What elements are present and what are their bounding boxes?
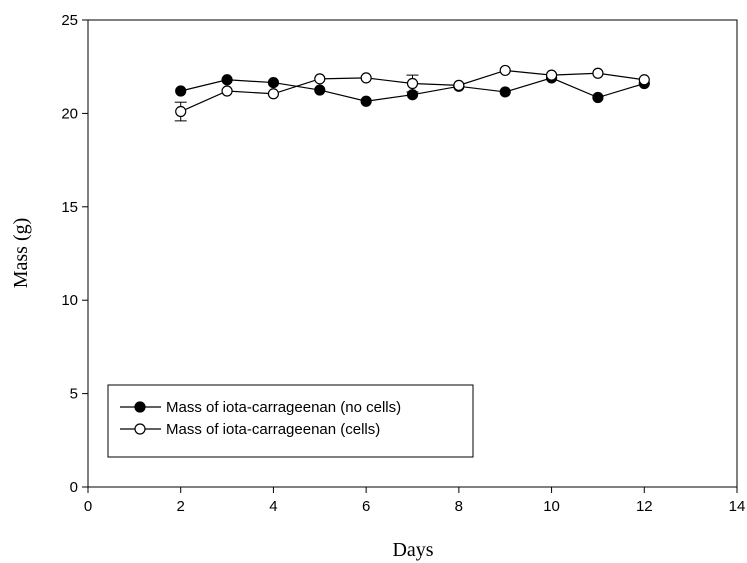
data-point	[175, 105, 187, 118]
data-point	[406, 77, 419, 90]
y-tick-label: 15	[61, 199, 78, 216]
y-tick-label: 20	[61, 105, 78, 122]
data-point	[592, 91, 604, 104]
y-tick-label: 25	[61, 12, 78, 29]
y-tick-label: 5	[70, 386, 78, 403]
data-point	[499, 86, 511, 98]
legend-item: Mass of iota-carrageenan (no cells)	[120, 399, 401, 416]
x-tick-label: 0	[84, 498, 92, 515]
data-point	[360, 95, 372, 107]
legend-label: Mass of iota-carrageenan (no cells)	[166, 399, 401, 416]
data-point	[360, 72, 372, 84]
y-tick-label: 10	[61, 292, 78, 309]
legend: Mass of iota-carrageenan (no cells) Mass …	[107, 384, 474, 458]
data-point	[638, 74, 650, 86]
x-tick-label: 6	[362, 498, 370, 515]
x-tick-label: 12	[636, 498, 653, 515]
x-tick-label: 8	[455, 498, 463, 515]
data-point	[221, 85, 233, 97]
x-tick-label: 4	[269, 498, 277, 515]
data-point	[545, 69, 558, 81]
series-layer	[174, 64, 650, 122]
series-cells	[174, 64, 650, 122]
legend-marker	[134, 401, 146, 413]
x-axis-ticks: 0 2 4 6 8 10 12 14	[84, 487, 746, 515]
y-tick-label: 0	[70, 479, 78, 496]
data-point	[314, 84, 326, 96]
x-tick-label: 10	[543, 498, 560, 515]
y-axis-title: Mass (g)	[10, 218, 32, 289]
x-tick-label: 2	[177, 498, 185, 515]
data-point	[221, 74, 233, 86]
data-point	[592, 67, 604, 79]
legend-marker	[134, 423, 146, 435]
y-axis-ticks: 0 5 10 15 20 25	[61, 12, 88, 496]
data-point	[267, 76, 280, 89]
legend-box	[107, 384, 474, 458]
legend-item: Mass of iota-carrageenan (cells)	[120, 421, 380, 438]
x-tick-label: 14	[729, 498, 746, 515]
data-point	[267, 88, 280, 100]
axes	[87, 19, 738, 488]
x-axis-title: Days	[392, 539, 433, 561]
data-point	[499, 64, 511, 77]
legend-label: Mass of iota-carrageenan (cells)	[166, 421, 380, 438]
data-point	[175, 85, 187, 97]
data-point	[453, 79, 465, 91]
plot-frame	[87, 19, 738, 488]
data-point	[314, 73, 326, 85]
